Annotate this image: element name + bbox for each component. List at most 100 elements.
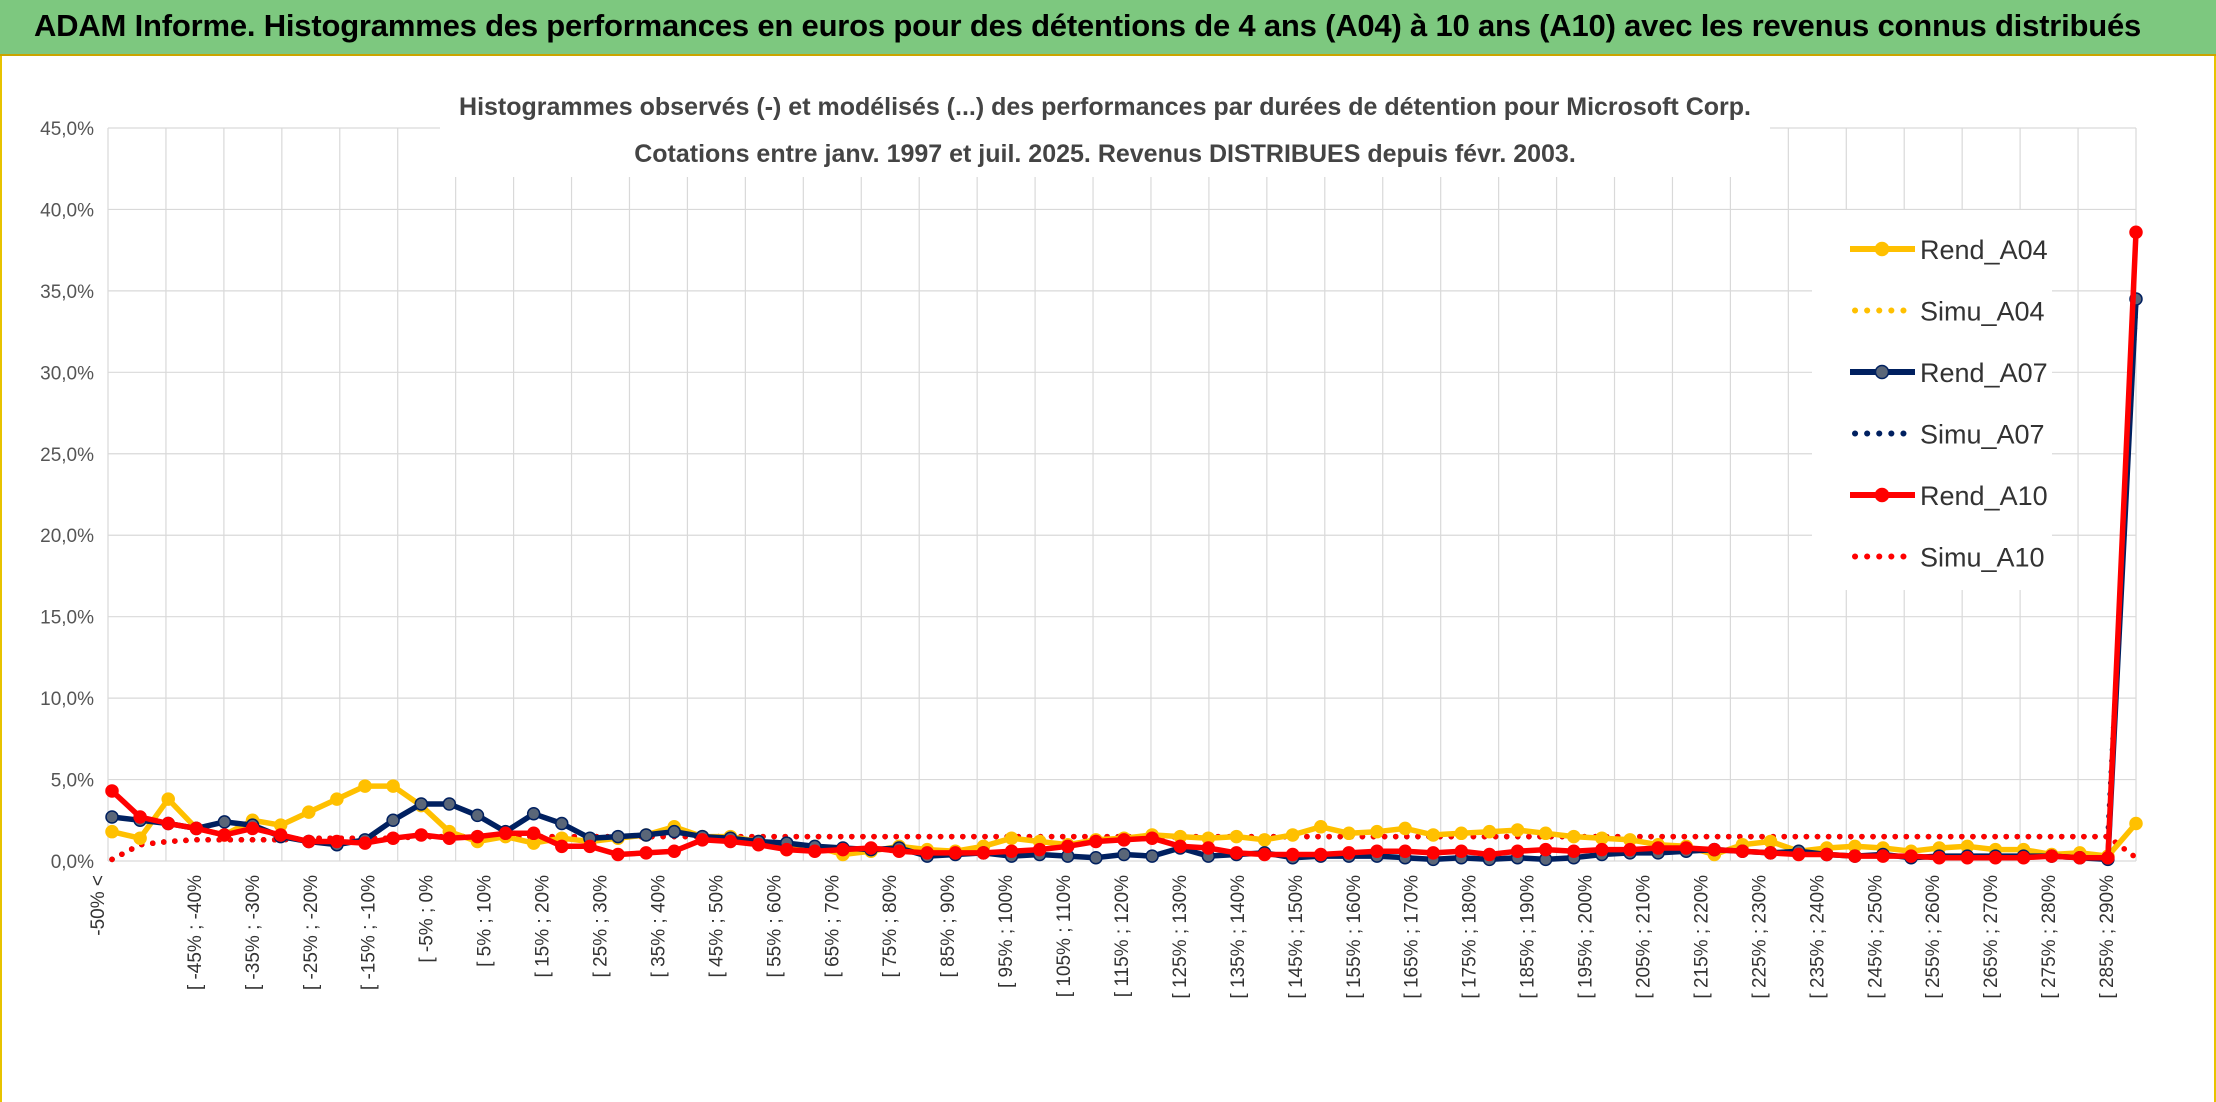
point-Rend_A10 [1257, 847, 1272, 862]
point-Rend_A10 [583, 839, 597, 854]
chart-frame [0, 56, 2216, 1102]
point-Rend_A10 [470, 829, 485, 844]
legend-label: Rend_A07 [1920, 358, 2048, 388]
x-category-label: [ 225% ; 230% [1749, 875, 1770, 999]
point-Rend_A07 [217, 815, 232, 829]
x-category-label: [ 5% ; 10% [475, 875, 496, 967]
point-Rend_A10 [105, 784, 119, 798]
point-Rend_A04 [1314, 820, 1328, 834]
point-Rend_A10 [1117, 833, 1131, 847]
point-Rend_A04 [2129, 816, 2143, 831]
point-Rend_A10 [1342, 846, 1356, 860]
y-tick-label: 25,0% [40, 445, 94, 466]
legend-marker [1874, 487, 1890, 503]
point-Rend_A10 [2044, 849, 2059, 863]
point-Rend_A10 [2016, 850, 2031, 865]
point-Rend_A10 [751, 837, 766, 852]
point-Rend_A10 [330, 834, 344, 849]
point-Rend_A10 [1314, 847, 1328, 862]
point-Rend_A04 [1510, 823, 1525, 837]
point-Rend_A04 [1370, 824, 1384, 839]
point-Rend_A04 [133, 831, 147, 845]
x-category-label: [ 75% ; 80% [880, 875, 901, 978]
legend-item-Rend_A07: Rend_A07 [1850, 358, 2048, 388]
point-Rend_A10 [1482, 847, 1497, 862]
y-tick-label: 15,0% [40, 608, 94, 629]
x-category-label: [ 215% ; 220% [1691, 875, 1712, 999]
point-Rend_A10 [2073, 850, 2087, 865]
point-Rend_A04 [386, 779, 400, 793]
point-Rend_A10 [1454, 844, 1469, 858]
point-Rend_A04 [1004, 831, 1019, 845]
x-category-label: [ 45% ; 50% [706, 875, 727, 978]
legend-item-Rend_A04: Rend_A04 [1850, 235, 2048, 265]
point-Rend_A10 [1285, 847, 1300, 862]
legend-label: Rend_A10 [1920, 481, 2048, 511]
point-Rend_A10 [1960, 850, 1975, 865]
point-Rend_A10 [302, 834, 316, 849]
point-Rend_A10 [1623, 842, 1637, 857]
x-category-label: [ 15% ; 20% [533, 875, 554, 978]
point-Rend_A07 [386, 813, 400, 828]
point-Rend_A10 [1791, 847, 1806, 862]
x-category-label: -50% < [88, 875, 109, 936]
point-Rend_A10 [948, 846, 963, 860]
point-Rend_A10 [1229, 846, 1244, 860]
point-Rend_A10 [2101, 850, 2115, 865]
x-category-label: [ 65% ; 70% [822, 875, 843, 978]
x-category-label: [ 145% ; 150% [1286, 875, 1307, 999]
point-Rend_A10 [442, 831, 457, 845]
point-Rend_A04 [1567, 829, 1581, 844]
point-Rend_A04 [1257, 833, 1272, 847]
x-category-label: [ -25% ; -20% [301, 875, 322, 990]
series-lines [105, 225, 2143, 867]
point-Rend_A10 [1173, 839, 1187, 854]
x-category-label: [ 135% ; 140% [1228, 875, 1249, 999]
x-category-label: [ 105% ; 110% [1054, 875, 1075, 997]
point-Rend_A07 [470, 808, 485, 823]
y-tick-label: 20,0% [40, 526, 94, 547]
y-tick-label: 35,0% [40, 282, 94, 303]
point-Rend_A10 [1651, 841, 1665, 855]
point-Rend_A10 [1426, 846, 1440, 860]
point-Rend_A04 [1229, 829, 1244, 844]
x-category-label: [ 55% ; 60% [764, 875, 785, 978]
point-Rend_A10 [133, 810, 147, 824]
y-tick-label: 40,0% [40, 200, 94, 221]
point-Rend_A04 [1482, 824, 1497, 839]
x-category-label: [ 35% ; 40% [648, 875, 669, 978]
point-Rend_A10 [639, 846, 653, 860]
point-Rend_A07 [611, 829, 625, 844]
point-Rend_A04 [1398, 821, 1412, 836]
point-Rend_A04 [1595, 831, 1609, 845]
y-tick-label: 45,0% [40, 119, 94, 140]
y-tick-label: 5,0% [51, 771, 94, 792]
point-Rend_A10 [161, 816, 175, 831]
point-Rend_A10 [217, 828, 232, 842]
x-category-label: [ -45% ; -40% [185, 875, 206, 990]
point-Rend_A10 [1679, 841, 1693, 855]
legend-item-Simu_A10: Simu_A10 [1852, 543, 2045, 573]
point-Rend_A10 [864, 841, 878, 855]
x-category-label: [ 165% ; 170% [1402, 875, 1423, 999]
x-category-label: [ 95% ; 100% [996, 875, 1017, 988]
point-Rend_A10 [1735, 844, 1750, 858]
point-Rend_A10 [1145, 831, 1159, 845]
x-category-label: [ 255% ; 260% [1923, 875, 1944, 999]
x-category-label: [ -5% ; 0% [417, 875, 438, 963]
point-Rend_A10 [695, 833, 710, 847]
point-Rend_A10 [892, 844, 906, 858]
x-category-label: [ 25% ; 30% [591, 875, 612, 978]
point-Rend_A07 [667, 824, 681, 839]
report-banner: ADAM Informe. Histogrammes des performan… [0, 0, 2216, 56]
gridlines [107, 127, 2137, 862]
legend-item-Simu_A07: Simu_A07 [1852, 420, 2045, 450]
point-Rend_A04 [105, 824, 119, 839]
point-Rend_A10 [1707, 842, 1722, 857]
point-Rend_A04 [1342, 826, 1356, 841]
chart-title-area: Histogrammes observés (-) et modélisés (… [440, 82, 1770, 177]
legend-label: Rend_A04 [1920, 235, 2048, 265]
x-axis-categories: -50% < [ -45% ; -40% [ -35% ; -30% [ -25% ;… [88, 875, 2118, 999]
legend-marker [1874, 241, 1890, 257]
